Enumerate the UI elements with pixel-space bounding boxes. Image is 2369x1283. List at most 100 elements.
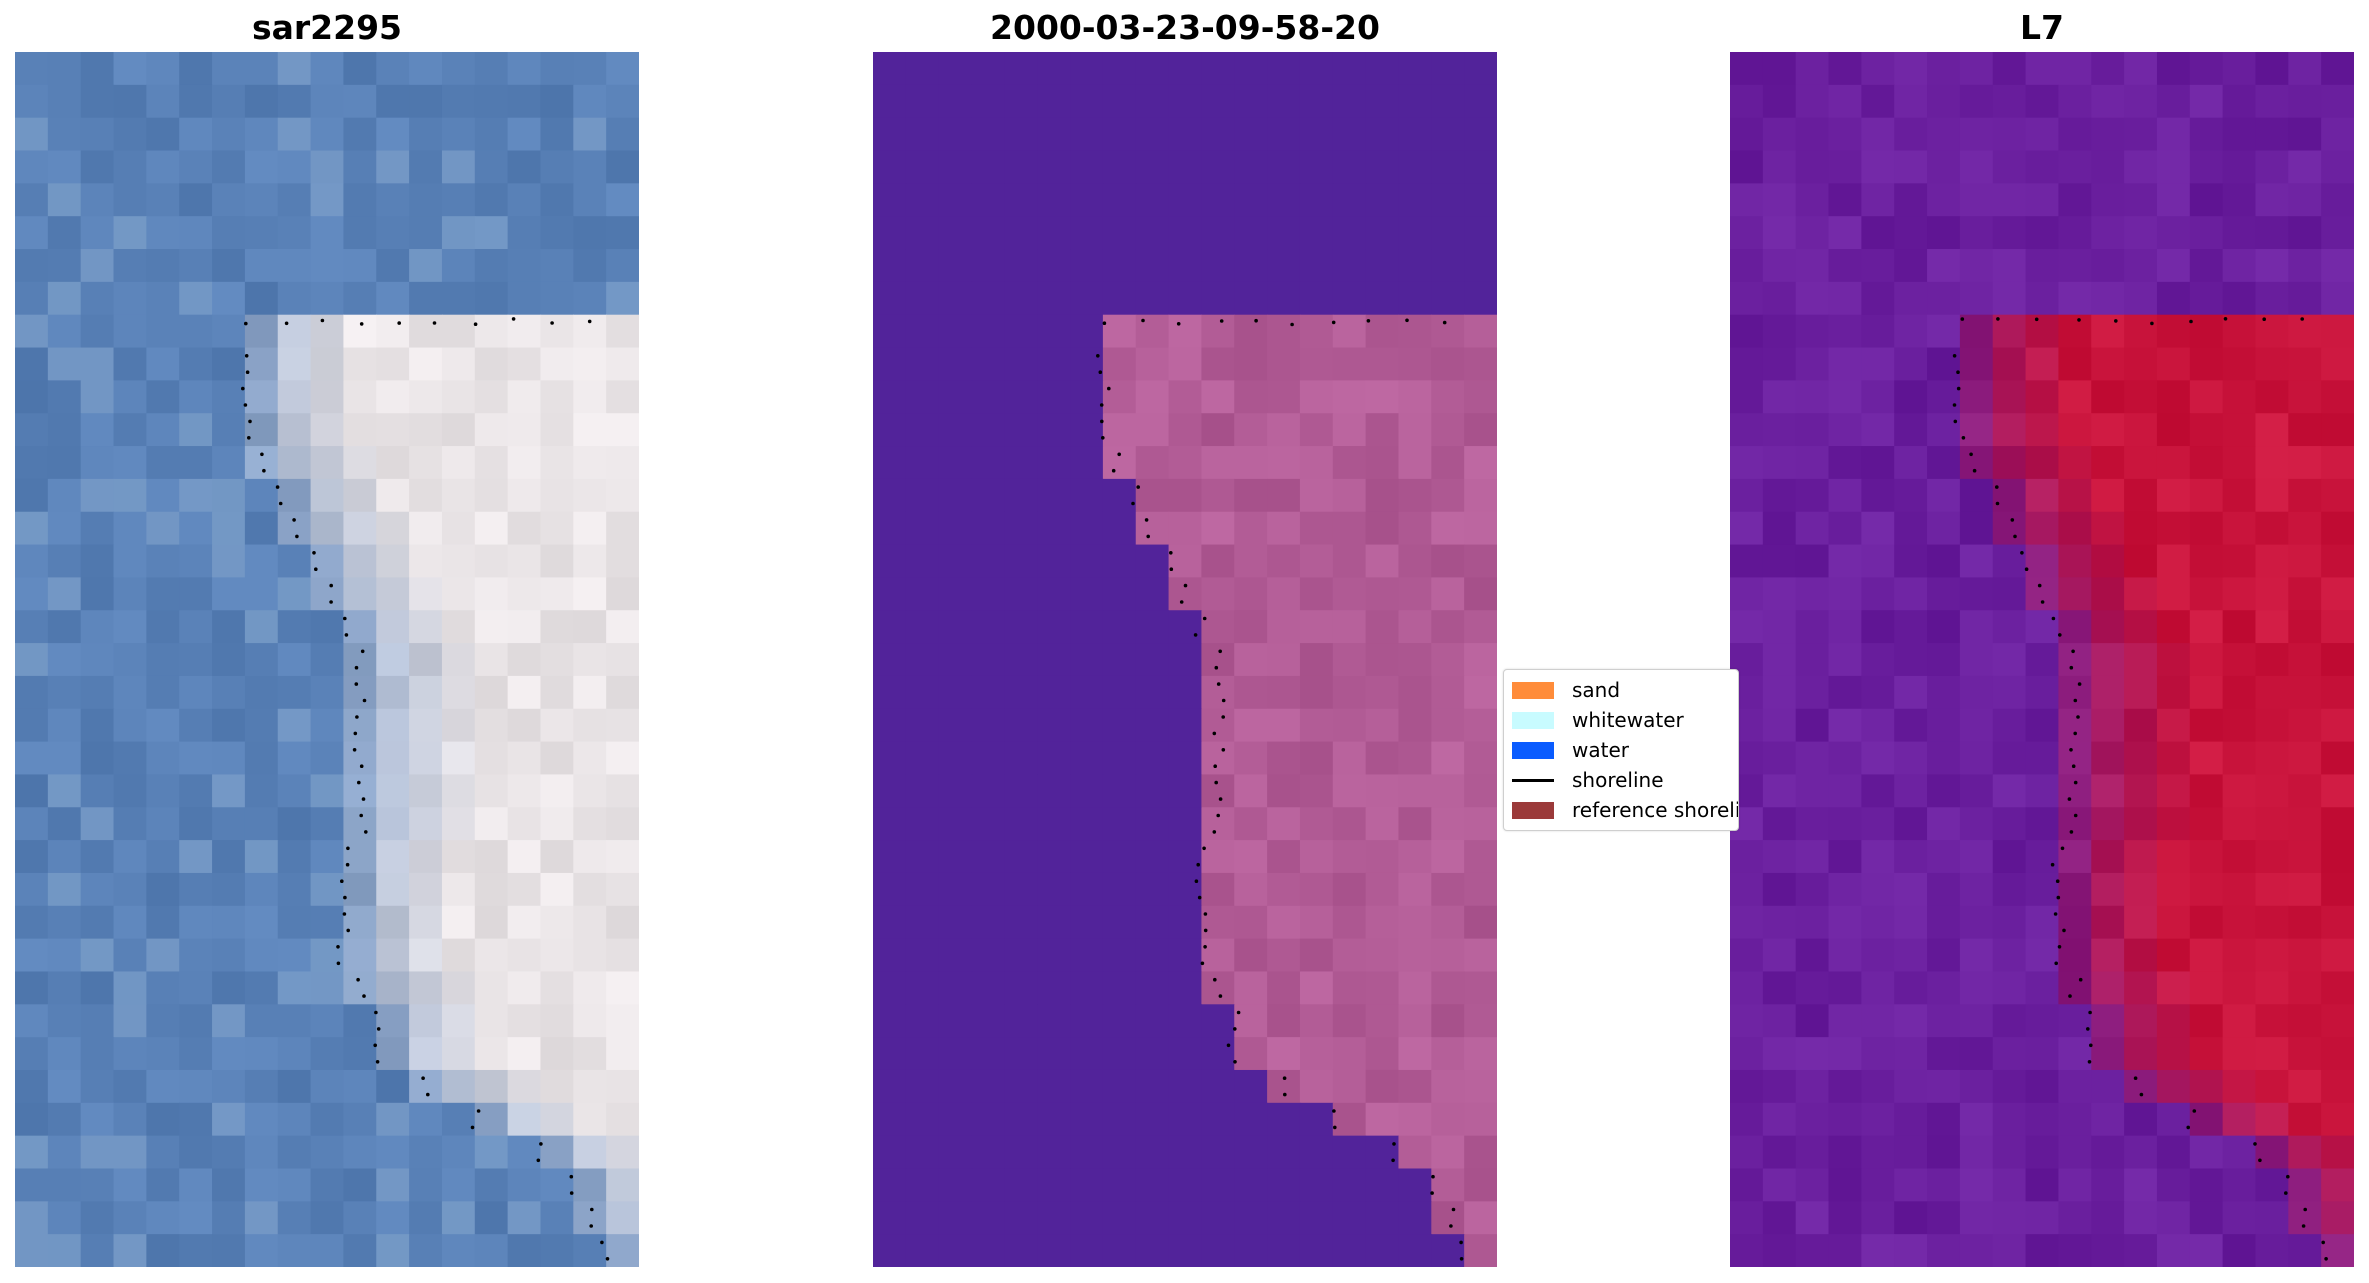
shoreline-dot (340, 879, 344, 883)
shoreline-dot (2056, 895, 2061, 900)
shoreline-dot (1332, 1109, 1336, 1113)
shoreline-dot (1430, 1191, 1434, 1195)
shoreline-dot (360, 649, 365, 654)
shoreline-dot (2013, 534, 2017, 539)
shoreline-dot (344, 633, 349, 637)
shoreline-dot (1212, 830, 1217, 834)
shoreline-dot (2301, 1224, 2306, 1228)
shoreline-dot (2087, 1060, 2092, 1064)
shoreline-dot (1405, 318, 1409, 323)
shoreline-dot (2078, 977, 2083, 982)
shoreline-dot (1333, 1125, 1337, 1130)
shoreline-dot (2037, 583, 2042, 588)
shoreline-dot (353, 731, 358, 736)
shoreline-dot (426, 1092, 430, 1097)
shoreline-dot (1216, 813, 1220, 818)
shoreline-dot (329, 583, 334, 588)
shoreline-dot (2067, 797, 2072, 801)
rgb-image-panel (15, 52, 639, 1267)
legend-label: water (1572, 738, 1629, 762)
shoreline-dot (605, 1257, 610, 1261)
shoreline-dot (1233, 1060, 1237, 1064)
shoreline-dot (1290, 322, 1294, 327)
shoreline-dot (2133, 1076, 2138, 1080)
shoreline-dot (2055, 879, 2060, 883)
shoreline-dot (1216, 682, 1221, 686)
shoreline-dot (1459, 1240, 1463, 1245)
shoreline-dot (2324, 1257, 2328, 1261)
shoreline-dot (312, 551, 316, 555)
shoreline-dot (1136, 485, 1140, 489)
shoreline-dot (2073, 731, 2077, 736)
shoreline-dot (2077, 682, 2082, 686)
shoreline-dot (1196, 862, 1200, 867)
shoreline-dot (1449, 1224, 1453, 1228)
legend-item-whitewater: whitewater (1512, 708, 1684, 732)
shoreline-dot (357, 780, 361, 785)
shoreline-dot (2139, 1092, 2144, 1097)
shoreline-dot (1146, 534, 1150, 539)
shoreline-dot (1202, 846, 1206, 851)
shoreline-dot (1451, 1207, 1456, 1212)
shoreline-dot (1169, 567, 1174, 571)
shoreline-dot (2262, 317, 2266, 322)
shoreline-dot (275, 485, 280, 489)
shoreline-dot (1236, 1010, 1241, 1015)
whitewater-swatch (1512, 711, 1554, 729)
shoreline-dot (2040, 600, 2045, 604)
shoreline-dot (1226, 1043, 1231, 1048)
shoreline-dot (362, 698, 367, 703)
shoreline-dot (2189, 319, 2193, 324)
shoreline-dot (1111, 468, 1116, 473)
shoreline-dot (1995, 501, 2000, 506)
shoreline-dot (569, 1174, 574, 1179)
shoreline-dot (244, 354, 249, 358)
shoreline-dot (2054, 961, 2058, 966)
shoreline-dot (376, 1027, 381, 1031)
shoreline-dot (1131, 501, 1135, 506)
shoreline-dot (1202, 616, 1207, 621)
shoreline-dot (352, 748, 357, 752)
shoreline-dot (1282, 1076, 1287, 1080)
shoreline-dot (2058, 633, 2062, 637)
shoreline-dot (1221, 715, 1225, 719)
shoreline-dot (295, 534, 299, 539)
shoreline-dot (590, 1207, 594, 1212)
shoreline-dot (2073, 780, 2078, 785)
shoreline-dot (2089, 1043, 2093, 1048)
shoreline-dot (355, 715, 359, 719)
shoreline-dot (2150, 321, 2154, 326)
shoreline-dot (359, 322, 364, 326)
shoreline-dot (342, 912, 347, 916)
shoreline-dot (1218, 649, 1222, 654)
shoreline-dot (1141, 318, 1145, 323)
shoreline-dot (2088, 1010, 2092, 1015)
shoreline-dot (1101, 436, 1105, 440)
shoreline-dot (1214, 780, 1218, 785)
shoreline-dot (356, 977, 360, 982)
shoreline-dot (2073, 698, 2078, 703)
shoreline-dot (1169, 551, 1173, 555)
shoreline-dot (284, 321, 289, 326)
shoreline-dot (1144, 518, 1149, 522)
shoreline-dot (2068, 994, 2072, 998)
shoreline-dot (320, 318, 325, 323)
shoreline-dot (539, 1142, 543, 1146)
shoreline-dot (292, 518, 296, 522)
shoreline-dot (2051, 616, 2056, 621)
shoreline-dot (473, 322, 478, 327)
shoreline-dot (1214, 665, 1219, 670)
shoreline-dot (343, 895, 347, 900)
legend-label: sand (1572, 678, 1621, 702)
shoreline-dot (1956, 386, 1961, 391)
shoreline-dot (1431, 1174, 1435, 1179)
shoreline-dot (1392, 1142, 1396, 1146)
shoreline-dot (2024, 567, 2029, 571)
shoreline-dot (1183, 583, 1188, 588)
shoreline-dot (1969, 452, 1973, 457)
legend-label: whitewater (1572, 708, 1684, 732)
shoreline-dot (329, 600, 333, 604)
shoreline-dot (345, 862, 350, 867)
legend: sand whitewater water shoreline referenc… (1503, 669, 1739, 831)
panel-title-classified: 2000-03-23-09-58-20 (990, 8, 1380, 47)
